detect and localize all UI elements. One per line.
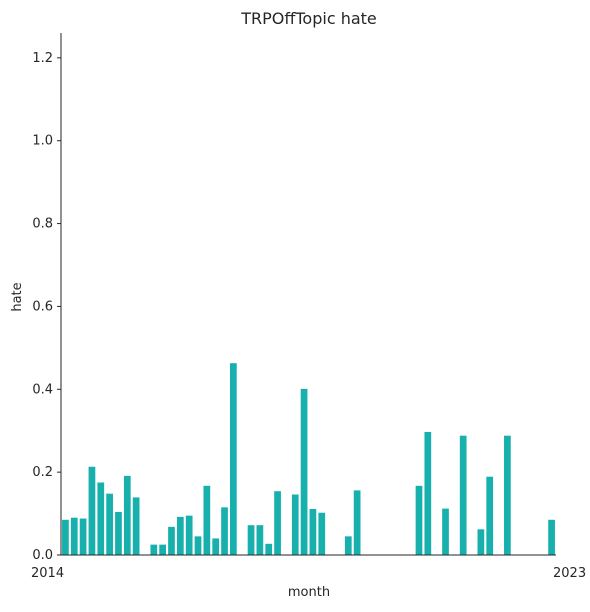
bar <box>212 538 220 555</box>
bar <box>62 519 69 555</box>
bar <box>424 431 432 555</box>
bar <box>256 525 264 555</box>
bar-series <box>62 363 555 555</box>
y-tick-label: 0.4 <box>32 382 53 397</box>
bar <box>106 493 113 555</box>
bar <box>88 466 96 555</box>
bar <box>230 363 237 555</box>
bar <box>221 507 228 555</box>
bar <box>132 497 140 555</box>
bar <box>115 511 122 555</box>
bar <box>459 435 467 555</box>
y-tick-label: 0.8 <box>32 217 53 232</box>
bar <box>150 544 158 555</box>
y-tick-label: 0.2 <box>32 465 53 480</box>
bar <box>309 509 317 555</box>
bar <box>159 544 167 555</box>
bar <box>291 494 299 555</box>
chart-title: TRPOffTopic hate <box>240 9 377 28</box>
y-tick-label: 1.2 <box>32 51 53 66</box>
x-tick-right-text: 2023 <box>553 566 586 581</box>
y-axis-label: hate <box>10 282 25 311</box>
bar <box>203 485 211 555</box>
bar <box>442 508 449 555</box>
bar <box>300 388 308 555</box>
bar <box>477 529 485 555</box>
bar <box>548 519 555 555</box>
bar <box>168 526 175 555</box>
bar <box>344 536 352 555</box>
bar <box>97 482 105 555</box>
y-tick-label: 1.0 <box>32 134 53 149</box>
bar <box>185 515 193 555</box>
bar <box>353 490 361 555</box>
bar <box>486 476 494 555</box>
bar <box>415 485 423 555</box>
bar <box>318 512 326 555</box>
y-tick-label: 0.6 <box>32 299 53 314</box>
bar <box>176 516 184 555</box>
bar <box>274 491 281 555</box>
bar <box>70 517 78 555</box>
bar <box>265 543 273 555</box>
bar <box>194 536 202 555</box>
bar <box>123 475 131 555</box>
x-tick-left-text: 2014 <box>31 566 64 581</box>
bar <box>247 525 255 555</box>
x-axis-label: month <box>288 585 330 600</box>
y-axis-ticks: 0.0 0.2 0.4 0.6 0.8 1.0 1.2 <box>32 51 61 563</box>
bar <box>79 518 87 555</box>
bar <box>504 435 511 555</box>
y-tick-label: 0.0 <box>32 548 53 563</box>
